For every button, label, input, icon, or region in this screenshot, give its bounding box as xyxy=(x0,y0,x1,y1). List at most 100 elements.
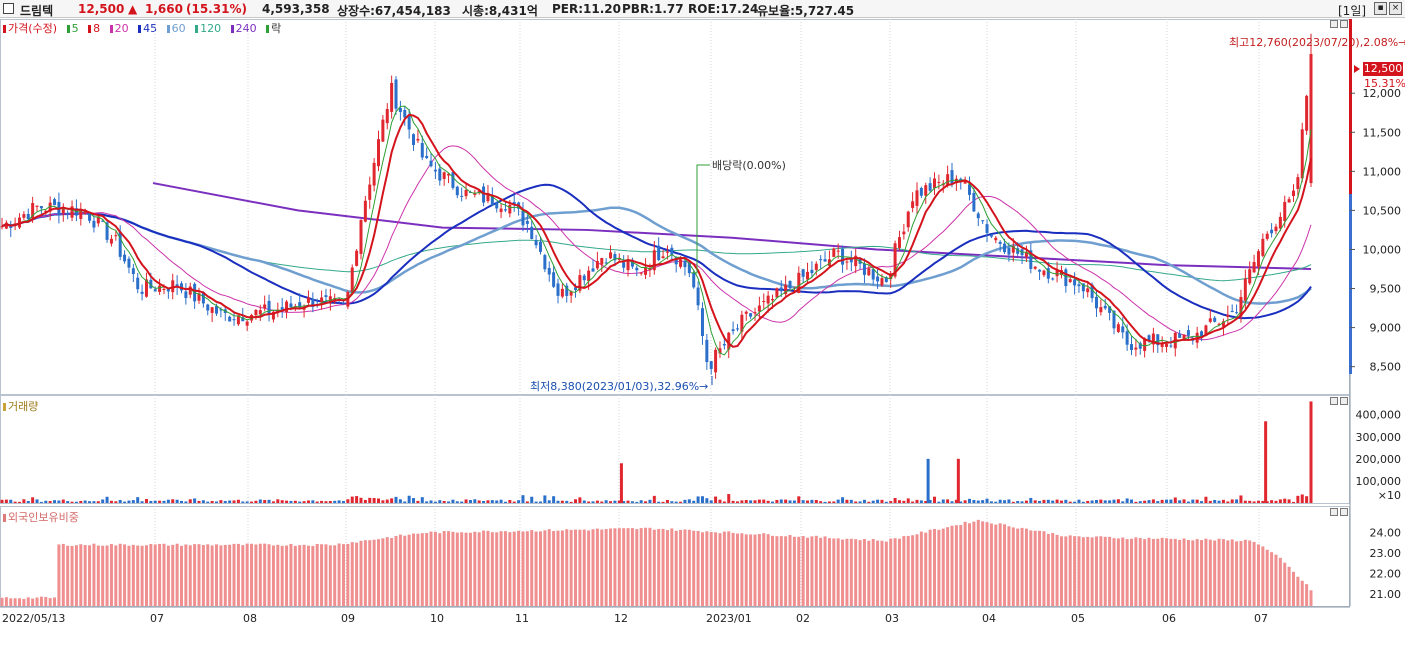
legend-ma120[interactable]: 120 xyxy=(195,22,224,35)
volume-legend[interactable]: 거래량 xyxy=(3,398,41,414)
candle-body xyxy=(924,185,928,196)
candle-body xyxy=(1178,333,1182,338)
foreign-ratio-bar xyxy=(306,545,310,606)
foreign-ratio-bar xyxy=(1309,590,1313,606)
volume-bar xyxy=(1173,497,1177,503)
volume-bar xyxy=(679,501,683,503)
candle-body xyxy=(447,173,451,176)
volume-bar xyxy=(118,499,122,503)
foreign-ratio-bar xyxy=(806,537,810,606)
volume-bar xyxy=(1108,500,1112,503)
volume-bar xyxy=(136,497,140,503)
volume-bar xyxy=(158,500,162,503)
candle-body xyxy=(994,237,998,241)
volume-bar xyxy=(924,500,928,503)
foreign-ratio-bar xyxy=(753,534,757,606)
foreign-ratio-bar xyxy=(718,533,722,606)
volume-bar xyxy=(1182,499,1186,503)
foreign-ratio-bar xyxy=(648,527,652,606)
panel-minimize-icon[interactable] xyxy=(1330,508,1338,516)
panel-maximize-icon[interactable] xyxy=(1340,20,1348,28)
candle-body xyxy=(1099,307,1103,313)
candle-body xyxy=(438,168,442,181)
candle-body xyxy=(407,115,411,130)
foreign-ratio-bar xyxy=(241,545,245,606)
volume-bar xyxy=(1016,500,1020,503)
foreign-ratio-bar xyxy=(201,545,205,606)
panel-minimize-icon[interactable] xyxy=(1330,20,1338,28)
candle-body xyxy=(1055,270,1059,277)
foreign-ratio-bar xyxy=(569,529,573,606)
volume-bar xyxy=(1125,498,1129,503)
candle-body xyxy=(819,259,823,261)
legend-ex-dividend[interactable]: 락 xyxy=(266,22,284,35)
candle-body xyxy=(486,193,490,202)
volume-bar xyxy=(337,500,341,503)
foreign-ratio-bar xyxy=(696,530,700,606)
foreign-ratio-bar xyxy=(876,540,880,606)
legend-ma5[interactable]: 5 xyxy=(66,22,82,35)
volume-bar xyxy=(74,501,78,503)
high-price-note: 최고12,760(2023/07/20),2.08%→ xyxy=(1229,36,1405,49)
volume-bar xyxy=(302,501,306,503)
select-checkbox[interactable] xyxy=(3,3,14,14)
volume-bar xyxy=(131,500,135,503)
candle-body xyxy=(538,241,542,252)
volume-bar xyxy=(13,501,17,503)
foreign-ratio-bar xyxy=(972,521,976,606)
legend-ma20[interactable]: 20 xyxy=(109,22,132,35)
candle-body xyxy=(1051,278,1055,280)
foreign-ratio-bar xyxy=(1165,538,1169,606)
restore-icon[interactable]: ▪ xyxy=(1374,2,1387,15)
candle-body xyxy=(1130,344,1134,351)
foreign-ratio-bar xyxy=(766,534,770,606)
candle-body xyxy=(771,298,775,301)
foreign-ratio-bar xyxy=(359,540,363,606)
panel-minimize-icon[interactable] xyxy=(1330,397,1338,405)
candle-body xyxy=(696,287,700,306)
foreign-ratio-bar xyxy=(819,537,823,606)
foreign-ratio-bar xyxy=(315,544,319,606)
volume-bar xyxy=(420,497,424,503)
foreign-ratio-bar xyxy=(53,597,57,606)
volume-bar xyxy=(1116,499,1120,503)
volume-bar xyxy=(801,500,805,503)
legend-price[interactable]: 가격(수정) xyxy=(3,22,60,35)
foreign-ratio-bar xyxy=(630,528,634,606)
volume-bar xyxy=(845,499,849,503)
legend-ma240[interactable]: 240 xyxy=(230,22,260,35)
volume-bar xyxy=(538,501,542,503)
foreign-ratio-bar xyxy=(871,539,875,606)
period-selector[interactable]: [1일] xyxy=(1338,4,1367,18)
volume-bar xyxy=(926,458,930,503)
panel-maximize-icon[interactable] xyxy=(1340,397,1348,405)
candle-body xyxy=(622,262,626,268)
volume-bar xyxy=(876,499,880,503)
candle-body xyxy=(989,234,993,237)
volume-bar xyxy=(276,499,280,503)
stock-name[interactable]: 드림텍 xyxy=(20,4,54,18)
volume-bar xyxy=(1256,500,1260,503)
legend-ma8[interactable]: 8 xyxy=(88,22,103,35)
foreign-ratio-bar xyxy=(740,533,744,606)
legend-ma45[interactable]: 45 xyxy=(138,22,160,35)
candle-body xyxy=(188,286,192,295)
volume-bar xyxy=(552,496,556,503)
price-change-pct: (15.31%) xyxy=(186,2,247,16)
volume-bar xyxy=(447,501,451,503)
candle-body xyxy=(1265,233,1269,239)
close-icon[interactable]: × xyxy=(1389,2,1402,15)
candle-body xyxy=(385,109,389,124)
foreign-legend[interactable]: 외국인보유비중 xyxy=(3,509,82,525)
candle-body xyxy=(609,252,613,259)
x-tick-label: 02 xyxy=(796,612,810,625)
foreign-ratio-bar xyxy=(591,529,595,606)
legend-ma60[interactable]: 60 xyxy=(166,22,189,35)
panel-maximize-icon[interactable] xyxy=(1340,508,1348,516)
foreign-ratio-bar xyxy=(1003,524,1007,606)
foreign-ratio-bar xyxy=(644,527,648,606)
candle-body xyxy=(827,259,831,266)
foreign-ratio-bar xyxy=(578,529,582,606)
candle-body xyxy=(749,313,753,317)
